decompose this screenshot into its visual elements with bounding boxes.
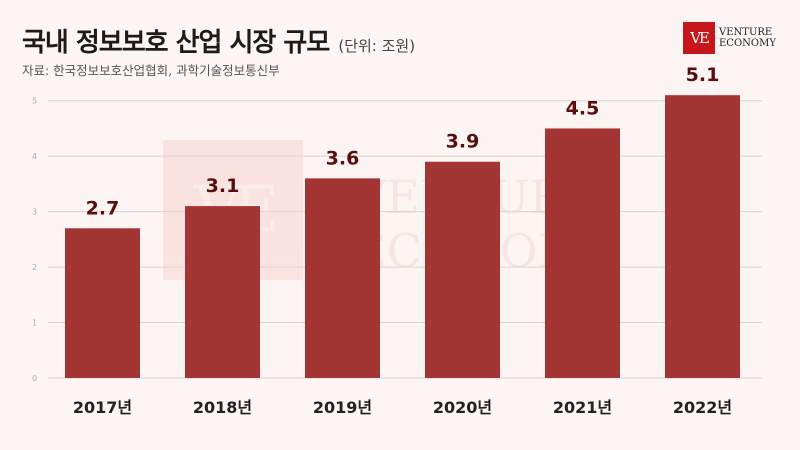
x-category-label: 2019년	[313, 398, 372, 417]
x-category-label: 2018년	[193, 398, 252, 417]
unit-label: (단위: 조원)	[338, 37, 416, 55]
bar-value-label: 5.1	[686, 64, 720, 86]
x-category-label: 2017년	[73, 398, 132, 417]
logo-text: VENTURE ECONOMY	[719, 27, 776, 49]
logo-line2: ECONOMY	[719, 38, 776, 49]
bar	[65, 228, 140, 378]
y-tick-label: 5	[32, 97, 37, 106]
bar	[185, 206, 260, 378]
bar	[545, 128, 620, 378]
y-tick-label: 0	[32, 374, 37, 383]
chart-header: 국내 정보보호 산업 시장 규모 (단위: 조원)	[22, 22, 415, 59]
source-note: 자료: 한국정보보호산업협회, 과학기술정보통신부	[22, 63, 280, 78]
brand-logo: VE VENTURE ECONOMY	[683, 22, 776, 54]
chart-title: 국내 정보보호 산업 시장 규모	[22, 28, 330, 58]
logo-line1: VENTURE	[719, 27, 773, 38]
logo-mark-icon: VE	[683, 22, 715, 54]
bar-value-label: 3.6	[326, 147, 360, 169]
bar	[665, 95, 740, 378]
y-tick-label: 1	[32, 319, 37, 328]
bar	[305, 178, 380, 378]
y-tick-label: 2	[32, 263, 37, 272]
bar-value-label: 3.9	[446, 131, 480, 153]
bar-value-label: 4.5	[566, 97, 600, 119]
x-category-label: 2020년	[433, 398, 492, 417]
x-category-label: 2021년	[553, 398, 612, 417]
bar-value-label: 2.7	[86, 197, 120, 219]
y-tick-label: 3	[32, 208, 37, 217]
bar	[425, 161, 500, 378]
y-tick-label: 4	[32, 152, 37, 161]
bar-value-label: 3.1	[206, 175, 240, 197]
x-category-label: 2022년	[673, 398, 732, 417]
